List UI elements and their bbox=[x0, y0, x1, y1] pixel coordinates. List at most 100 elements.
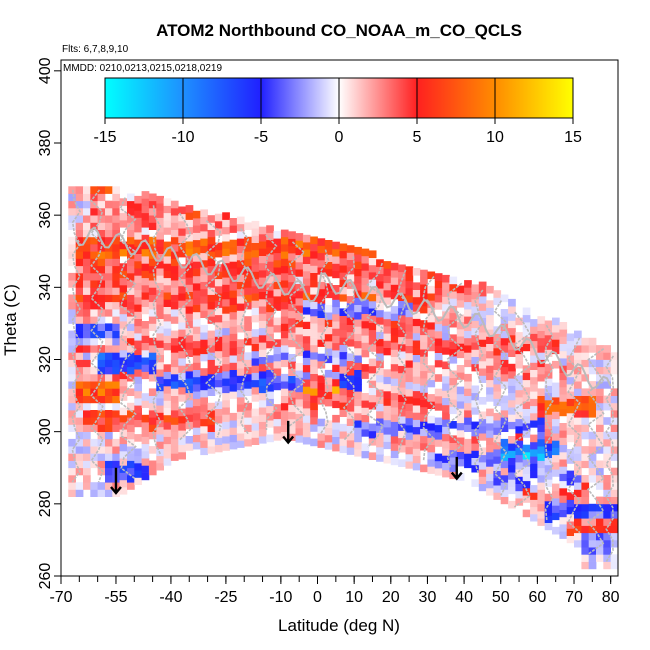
heatmap-cell bbox=[368, 387, 377, 396]
heatmap-cell bbox=[68, 381, 76, 389]
heatmap-cell bbox=[134, 311, 142, 319]
heatmap-cell bbox=[478, 411, 487, 420]
heatmap-cell bbox=[552, 462, 560, 470]
heatmap-cell bbox=[83, 186, 91, 194]
heatmap-cell bbox=[236, 281, 245, 290]
heatmap-cell bbox=[449, 399, 458, 407]
heatmap-cell bbox=[508, 392, 516, 401]
heatmap-cell bbox=[449, 276, 458, 285]
heatmap-cell bbox=[442, 455, 450, 463]
heatmap-cell bbox=[405, 345, 414, 354]
heatmap-cell bbox=[105, 373, 113, 382]
heatmap-cell bbox=[537, 438, 546, 447]
heatmap-cell bbox=[266, 355, 274, 363]
heatmap-cell bbox=[405, 287, 414, 296]
heatmap-cell bbox=[83, 215, 91, 223]
heatmap-cell bbox=[141, 465, 150, 473]
heatmap-cell bbox=[163, 422, 172, 430]
heatmap-cell bbox=[559, 488, 568, 496]
heatmap-cell bbox=[456, 365, 465, 373]
heatmap-cell bbox=[515, 375, 524, 383]
heatmap-cell bbox=[354, 405, 362, 414]
heatmap-cell bbox=[68, 395, 76, 404]
heatmap-cell bbox=[537, 316, 546, 324]
heatmap-cell bbox=[354, 384, 362, 392]
heatmap-cell bbox=[236, 346, 245, 355]
heatmap-cell bbox=[288, 339, 296, 348]
heatmap-cell bbox=[566, 405, 575, 414]
heatmap-cell bbox=[251, 336, 260, 344]
heatmap-cell bbox=[405, 417, 414, 426]
heatmap-cell bbox=[515, 339, 524, 347]
heatmap-cell bbox=[266, 225, 274, 233]
heatmap-cell bbox=[302, 379, 311, 387]
heatmap-cell bbox=[544, 378, 553, 386]
heatmap-cell bbox=[537, 337, 546, 346]
heatmap-cell bbox=[552, 382, 560, 391]
heatmap-cell bbox=[324, 355, 333, 364]
heatmap-cell bbox=[310, 402, 318, 411]
heatmap-cell bbox=[105, 453, 113, 461]
heatmap-cell bbox=[200, 238, 208, 246]
heatmap-cell bbox=[68, 200, 76, 209]
heatmap-cell bbox=[192, 319, 201, 327]
heatmap-cell bbox=[75, 265, 84, 274]
heatmap-cell bbox=[522, 480, 531, 489]
heatmap-cell bbox=[398, 416, 406, 424]
heatmap-cell bbox=[90, 424, 98, 432]
heatmap-cell bbox=[68, 453, 76, 461]
heatmap-cell bbox=[119, 248, 128, 257]
heatmap-cell bbox=[368, 264, 377, 273]
heatmap-cell bbox=[236, 274, 245, 282]
heatmap-cell bbox=[83, 316, 91, 324]
heatmap-cell bbox=[302, 408, 311, 416]
heatmap-cell bbox=[493, 477, 502, 486]
heatmap-cell bbox=[398, 365, 406, 374]
heatmap-cell bbox=[134, 361, 142, 370]
heatmap-cell bbox=[148, 258, 157, 267]
heatmap-cell bbox=[500, 337, 509, 346]
heatmap-cell bbox=[134, 304, 142, 312]
heatmap-cell bbox=[185, 205, 194, 213]
heatmap-cell bbox=[178, 249, 186, 258]
heatmap-cell bbox=[610, 475, 618, 483]
heatmap-cell bbox=[383, 383, 392, 392]
heatmap-cell bbox=[324, 434, 333, 443]
heatmap-cell bbox=[229, 420, 238, 428]
heatmap-cell bbox=[588, 554, 597, 562]
heatmap-cell bbox=[383, 268, 392, 276]
heatmap-cell bbox=[200, 209, 208, 217]
heatmap-cell bbox=[119, 436, 128, 445]
heatmap-cell bbox=[75, 438, 84, 447]
heatmap-cell bbox=[280, 410, 289, 418]
heatmap-cell bbox=[559, 408, 568, 417]
heatmap-cell bbox=[236, 216, 245, 225]
heatmap-cell bbox=[288, 375, 296, 384]
heatmap-cell bbox=[559, 343, 568, 352]
heatmap-cell bbox=[361, 414, 370, 423]
heatmap-cell bbox=[537, 323, 546, 331]
heatmap-cell bbox=[83, 309, 91, 317]
x-tick-label: 0 bbox=[313, 589, 322, 606]
heatmap-cell bbox=[207, 280, 216, 288]
heatmap-cell bbox=[449, 298, 458, 306]
heatmap-cell bbox=[596, 352, 604, 360]
heatmap-cell bbox=[222, 414, 230, 422]
heatmap-cell bbox=[170, 280, 179, 288]
heatmap-cell bbox=[383, 455, 392, 464]
heatmap-cell bbox=[361, 349, 370, 358]
heatmap-cell bbox=[105, 236, 113, 245]
heatmap-cell bbox=[354, 311, 362, 320]
heatmap-cell bbox=[288, 419, 296, 427]
heatmap-cell bbox=[207, 229, 216, 238]
heatmap-cell bbox=[596, 438, 604, 447]
heatmap-cell bbox=[566, 340, 575, 349]
heatmap-cell bbox=[244, 359, 252, 368]
heatmap-cell bbox=[105, 323, 113, 331]
heatmap-cell bbox=[251, 285, 260, 294]
heatmap-cell bbox=[581, 402, 590, 411]
heatmap-cell bbox=[178, 358, 186, 366]
heatmap-cell bbox=[288, 238, 296, 247]
heatmap-cell bbox=[324, 341, 333, 349]
heatmap-cell bbox=[310, 409, 318, 418]
